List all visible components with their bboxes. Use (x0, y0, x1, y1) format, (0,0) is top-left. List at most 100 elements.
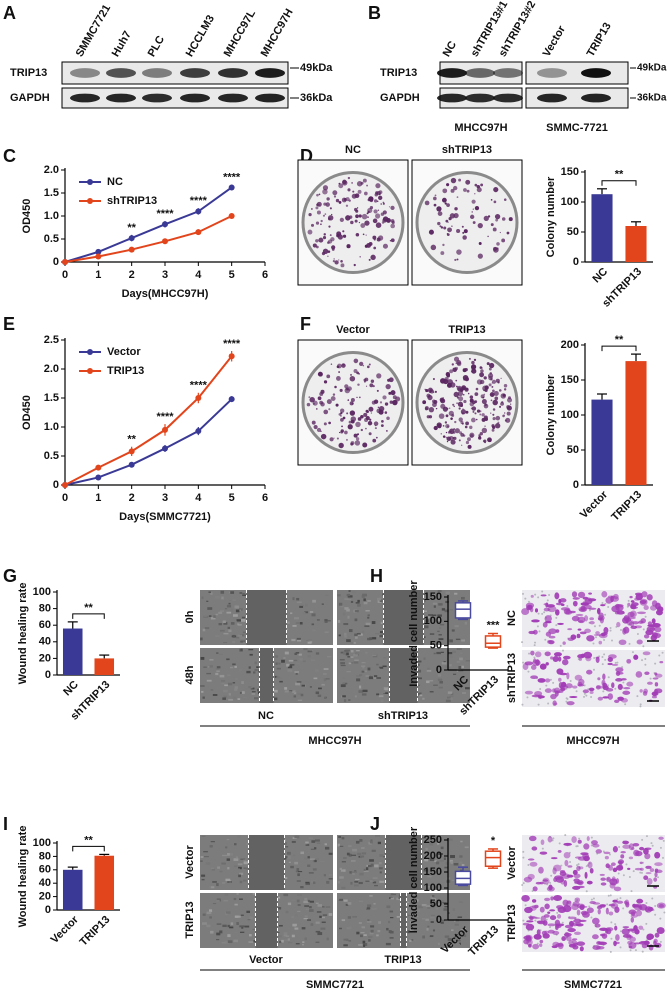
cell-texture (221, 596, 224, 600)
cell-texture (283, 934, 288, 937)
invaded-cell (644, 853, 651, 860)
colony (377, 235, 384, 241)
cell-texture (367, 667, 371, 671)
colony (456, 196, 459, 199)
cell-texture (433, 684, 438, 686)
pore (549, 881, 552, 884)
colony (483, 376, 487, 380)
invaded-cell (555, 923, 559, 931)
cell-texture (237, 671, 241, 673)
invaded-cell (604, 855, 609, 860)
invaded-cell (552, 656, 559, 663)
cell-texture (316, 842, 321, 845)
cell-texture (429, 858, 435, 861)
colony (355, 214, 359, 219)
cell-texture (389, 910, 394, 913)
invaded-cell (542, 879, 549, 882)
pore (577, 863, 580, 866)
y-axis-label: OD450 (21, 395, 33, 430)
invaded-cell (654, 862, 663, 867)
pore (566, 604, 569, 607)
colony (342, 234, 347, 238)
colony (342, 416, 346, 420)
invaded-cell (606, 876, 611, 882)
point (195, 229, 202, 236)
invaded-cell (576, 903, 585, 909)
invaded-cell (617, 696, 624, 701)
cell-texture (274, 675, 278, 678)
cell-texture (461, 596, 465, 600)
colony (435, 407, 438, 410)
cell-texture (241, 926, 244, 929)
cell-texture (232, 682, 236, 684)
cell-texture (350, 860, 356, 862)
pore (645, 922, 648, 925)
invaded-cell (628, 945, 633, 949)
colony (363, 378, 367, 382)
pore (614, 687, 617, 690)
invaded-cell (622, 617, 630, 624)
significance: ** (84, 602, 93, 614)
cell-texture (391, 893, 397, 896)
invaded-cell (548, 884, 553, 891)
invaded-cell (595, 631, 600, 635)
cell-texture (326, 880, 330, 884)
cell-texture (277, 935, 282, 938)
cell-texture (416, 660, 422, 663)
cell-texture (448, 838, 453, 841)
size-marker: 36kDa (637, 93, 667, 104)
cell-texture (387, 920, 391, 924)
invaded-cell (616, 610, 625, 615)
cell-texture (317, 932, 323, 936)
colony (320, 219, 323, 223)
colony (308, 212, 312, 217)
cell-texture (375, 632, 380, 635)
cell-texture (245, 867, 250, 870)
invaded-cell (647, 621, 653, 626)
cell-texture (220, 590, 225, 594)
pore (561, 921, 564, 924)
y-tick-label: 1.0 (44, 210, 59, 222)
invaded-cell (559, 871, 567, 877)
pore (603, 653, 606, 656)
panel-letter: B (368, 3, 381, 23)
cell-texture (343, 899, 348, 902)
invaded-cell (644, 671, 650, 676)
point (95, 248, 102, 255)
colony (442, 424, 445, 427)
colony (425, 388, 429, 393)
significance-bracket (72, 845, 105, 852)
cell-texture (325, 678, 330, 680)
cell-texture (256, 666, 259, 668)
colony (327, 241, 330, 244)
cell-texture (370, 925, 375, 928)
point (162, 238, 168, 245)
invaded-cell (570, 634, 577, 640)
pore (583, 684, 586, 687)
invaded-cell (553, 702, 558, 706)
cell-texture (223, 632, 229, 635)
cell-texture (354, 636, 358, 639)
pore (614, 923, 617, 926)
invaded-cell (528, 915, 536, 919)
wound-gap (385, 835, 422, 890)
invaded-cell (561, 659, 569, 666)
colony (381, 420, 384, 423)
pore (644, 663, 647, 666)
invaded-cell (521, 608, 530, 615)
colony (330, 363, 333, 365)
colony (442, 243, 445, 247)
image-label: NC (345, 144, 361, 156)
pore (524, 597, 527, 600)
colony (326, 374, 331, 379)
pore (654, 905, 657, 908)
colony (386, 416, 390, 421)
significance: ** (84, 834, 93, 846)
cell-texture (321, 916, 326, 919)
cell-texture (363, 868, 366, 872)
invaded-cell (527, 858, 535, 861)
colony (469, 434, 474, 438)
cell-texture (425, 918, 429, 921)
cell-texture (341, 861, 346, 863)
cell-texture (398, 897, 401, 899)
